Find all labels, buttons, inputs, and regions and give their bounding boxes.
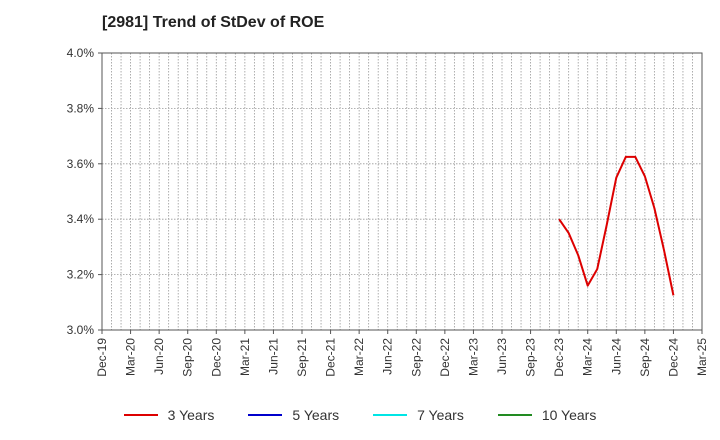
legend-swatch <box>123 414 158 416</box>
y-axis-ticks: 4.0% 3.8% 3.6% 3.4% 3.2% 3.0% <box>67 46 102 337</box>
x-tick-label: Dec-23 <box>552 338 566 377</box>
y-tick-label: 4.0% <box>67 46 95 60</box>
x-tick-label: Jun-22 <box>381 338 395 375</box>
legend-label: 5 Years <box>292 407 340 423</box>
plot-frame <box>101 52 703 331</box>
x-tick-label: Jun-21 <box>266 338 280 375</box>
legend-swatch <box>497 414 532 416</box>
y-tick-label: 3.4% <box>67 212 95 226</box>
x-tick-label: Sep-22 <box>409 338 423 377</box>
x-tick-label: Sep-23 <box>524 338 538 377</box>
y-tick-label: 3.8% <box>67 101 95 115</box>
legend: 3 Years 5 Years 7 Years 10 Years <box>0 404 720 426</box>
x-tick-label: Jun-20 <box>152 338 166 375</box>
x-tick-label: Jun-24 <box>609 338 623 375</box>
legend-item-3-years: 3 Years <box>123 407 215 423</box>
x-tick-label: Mar-20 <box>124 338 138 376</box>
x-tick-label: Dec-19 <box>95 338 109 377</box>
x-tick-label: Mar-25 <box>695 338 709 376</box>
legend-item-5-years: 5 Years <box>248 407 339 423</box>
x-tick-label: Jun-23 <box>495 338 509 375</box>
y-tick-label: 3.0% <box>67 323 95 337</box>
series-line-3-years <box>558 155 675 296</box>
x-tick-label: Dec-21 <box>324 338 338 377</box>
legend-item-10-years: 10 Years <box>497 407 597 423</box>
x-tick-label: Dec-20 <box>209 338 223 377</box>
chart-title: [2981] Trend of StDev of ROE <box>102 14 325 31</box>
x-axis-ticks: Dec-19 Mar-20 Jun-20 Sep-20 Dec-20 Mar-21 Jun-… <box>95 330 709 377</box>
series-lines <box>558 155 675 296</box>
y-tick-label: 3.6% <box>67 157 95 171</box>
legend-swatch <box>248 414 283 416</box>
legend-item-7-years: 7 Years <box>373 407 464 423</box>
legend-label: 3 Years <box>167 407 215 423</box>
x-tick-label: Dec-24 <box>666 338 680 377</box>
x-tick-label: Mar-21 <box>238 338 252 376</box>
grid <box>102 52 702 331</box>
legend-label: 7 Years <box>417 407 464 423</box>
legend-label: 10 Years <box>541 407 597 423</box>
x-tick-label: Mar-24 <box>581 338 595 376</box>
x-tick-label: Mar-22 <box>352 338 366 376</box>
x-tick-label: Dec-22 <box>438 338 452 377</box>
x-tick-label: Mar-23 <box>466 338 480 376</box>
x-tick-label: Sep-20 <box>181 338 195 377</box>
x-tick-label: Sep-21 <box>295 338 309 377</box>
legend-swatch <box>373 414 408 416</box>
y-tick-label: 3.2% <box>67 268 95 282</box>
x-tick-label: Sep-24 <box>638 338 652 377</box>
